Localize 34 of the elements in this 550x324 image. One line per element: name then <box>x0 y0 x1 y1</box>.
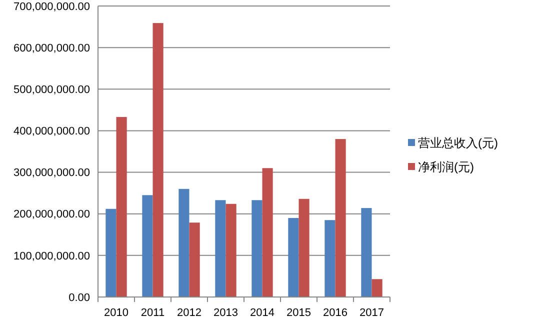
x-tick-label: 2011 <box>140 307 165 319</box>
y-tick-label: 500,000,000.00 <box>14 84 90 96</box>
bar <box>189 222 200 297</box>
x-tick-label: 2012 <box>177 307 202 319</box>
bar <box>252 200 262 297</box>
x-tick-label: 2013 <box>214 307 238 319</box>
legend-label: 净利润(元) <box>418 160 474 174</box>
bar <box>178 188 190 297</box>
x-tick-label: 2016 <box>323 307 348 319</box>
bar <box>288 218 299 297</box>
bar <box>372 279 382 297</box>
bar <box>142 195 153 297</box>
y-tick-label: 200,000,000.00 <box>14 208 90 221</box>
bar <box>262 168 273 297</box>
bar <box>361 208 372 297</box>
x-tick-label: 2014 <box>250 307 274 319</box>
y-tick-label: 600,000,000.00 <box>14 42 90 54</box>
y-tick-label: 400,000,000.00 <box>14 126 90 138</box>
bar <box>116 116 127 297</box>
bar <box>226 204 236 297</box>
x-tick-label: 2010 <box>104 307 128 319</box>
bar <box>335 139 346 297</box>
bar <box>106 208 116 297</box>
bar <box>215 200 226 297</box>
y-tick-label: 0.00 <box>68 292 90 304</box>
y-tick-label: 300,000,000.00 <box>14 167 90 180</box>
y-tick-label: 100,000,000.00 <box>14 250 90 262</box>
legend-label: 营业总收入(元) <box>418 136 498 150</box>
y-tick-label: 700,000,000.00 <box>14 0 90 13</box>
x-tick-label: 2017 <box>360 307 384 319</box>
bar <box>324 220 336 297</box>
bar <box>298 198 310 297</box>
bar <box>152 23 164 297</box>
x-tick-label: 2015 <box>286 307 311 319</box>
